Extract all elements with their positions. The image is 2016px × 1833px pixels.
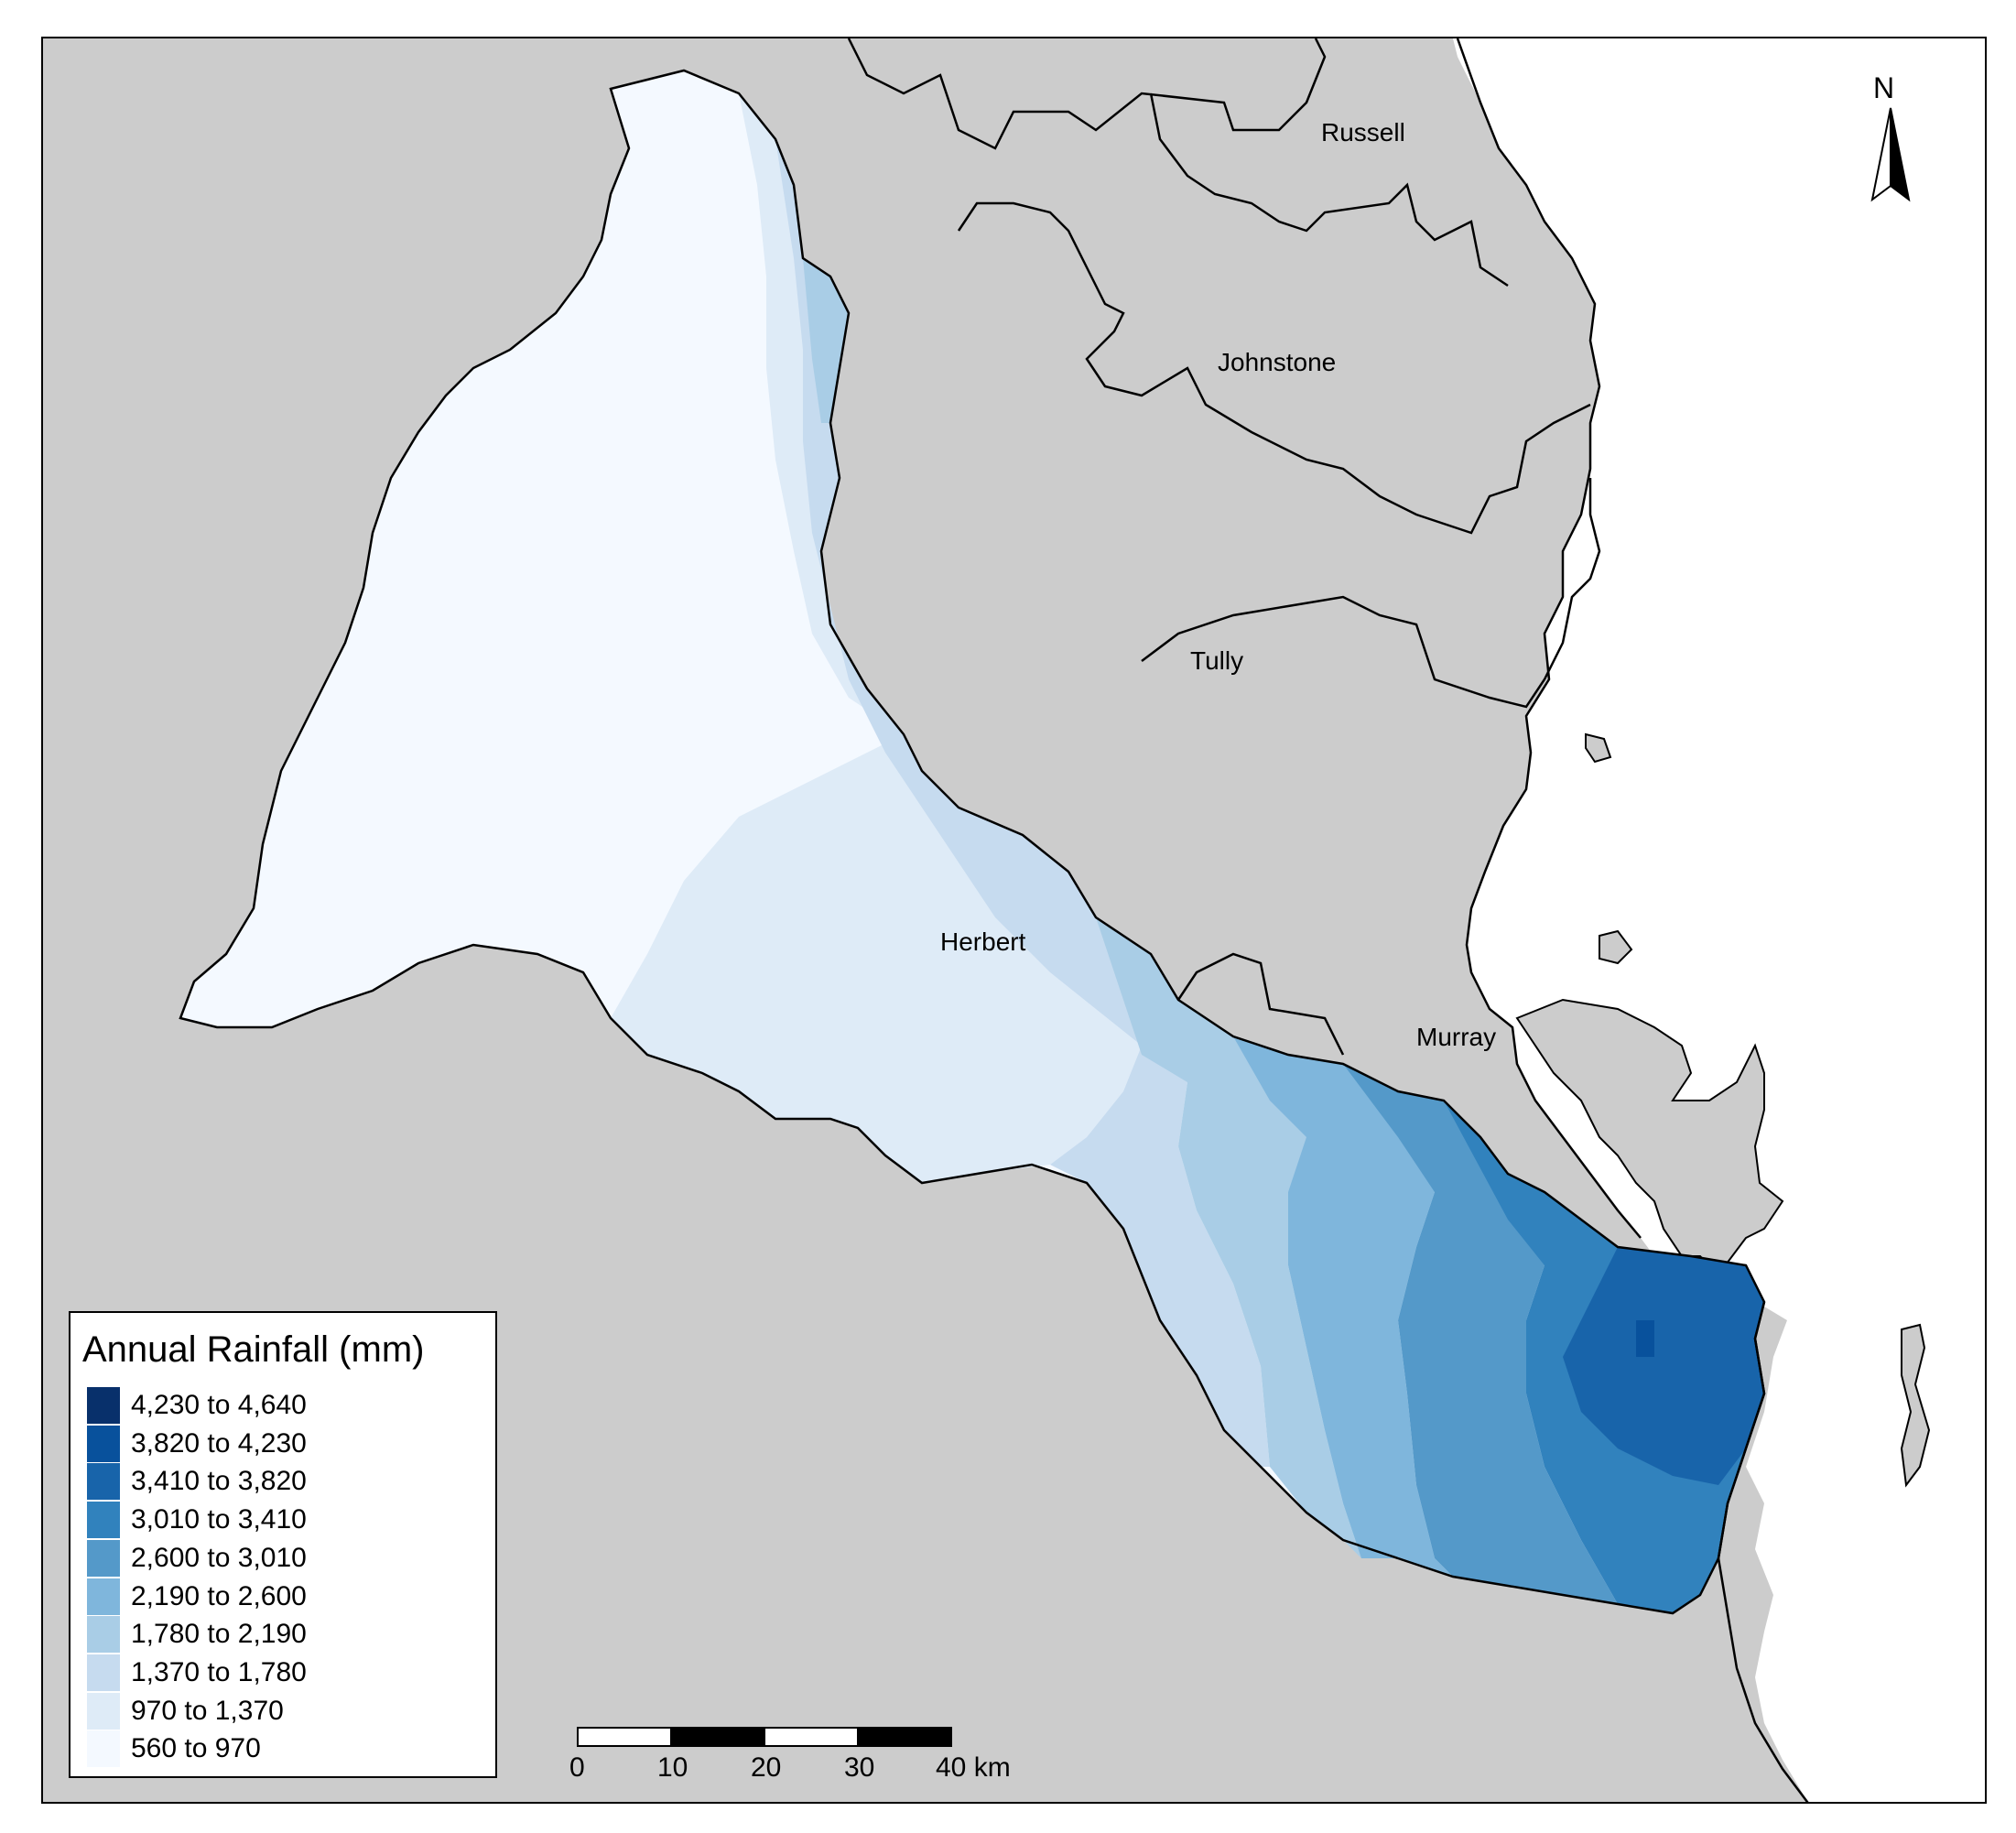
legend-row: 3,820 to 4,230 — [87, 1425, 307, 1463]
johnstone-boundary — [957, 201, 1591, 535]
legend-swatch — [87, 1692, 120, 1730]
legend-row: 3,410 to 3,820 — [87, 1462, 307, 1501]
legend-swatch — [87, 1654, 120, 1691]
legend-swatch — [87, 1502, 120, 1539]
north-arrow-label: N — [1873, 71, 1895, 104]
scale-bar: 0 10 20 30 40 km — [569, 1727, 1011, 1783]
hinchinbrook-island — [1515, 998, 1784, 1276]
herbert-zone — [1636, 1320, 1654, 1357]
herbert-zone — [775, 139, 1270, 1467]
herbert-zone — [1563, 1247, 1764, 1485]
legend-label: 3,010 to 3,410 — [131, 1504, 307, 1535]
scale-tick: 30 — [844, 1752, 875, 1783]
legend-label: 560 to 970 — [131, 1733, 261, 1764]
scale-segment — [670, 1727, 765, 1747]
legend: Annual Rainfall (mm) 4,230 to 4,640 3,820… — [69, 1311, 497, 1778]
murray-boundary — [1176, 952, 1345, 1056]
legend-label: 1,370 to 1,780 — [131, 1656, 307, 1687]
herbert-boundary — [179, 69, 1766, 1615]
legend-row: 560 to 970 — [87, 1730, 261, 1768]
tully-boundary — [1141, 478, 1601, 709]
scale-tick: 10 — [657, 1752, 688, 1783]
legend-row: 1,370 to 1,780 — [87, 1654, 307, 1692]
legend-row: 1,780 to 2,190 — [87, 1615, 307, 1654]
legend-swatch — [87, 1463, 120, 1501]
legend-label: 3,410 to 3,820 — [131, 1466, 307, 1497]
legend-label: 4,230 to 4,640 — [131, 1390, 307, 1420]
legend-swatch — [87, 1730, 120, 1768]
legend-swatch — [87, 1578, 120, 1615]
herbert-rainfall-zones — [180, 70, 1764, 1613]
scale-tick: 20 — [751, 1752, 782, 1783]
small-island — [1585, 732, 1612, 764]
legend-row: 3,010 to 3,410 — [87, 1501, 307, 1539]
legend-title: Annual Rainfall (mm) — [82, 1329, 425, 1370]
legend-label: 2,600 to 3,010 — [131, 1542, 307, 1573]
legend-swatch — [87, 1387, 120, 1424]
coastline-south — [1717, 1301, 1809, 1802]
basin-label-johnstone: Johnstone — [1218, 348, 1336, 376]
scale-tick: 0 — [569, 1752, 585, 1783]
herbert-zone — [1233, 1036, 1480, 1577]
russell-boundary — [847, 38, 1509, 287]
legend-row: 4,230 to 4,640 — [87, 1386, 307, 1425]
small-island — [1599, 929, 1633, 965]
sea-area — [1453, 38, 1985, 1802]
scale-tick: 40 km — [936, 1752, 1011, 1783]
legend-label: 1,780 to 2,190 — [131, 1619, 307, 1650]
legend-swatch — [87, 1616, 120, 1654]
legend-row: 2,190 to 2,600 — [87, 1578, 307, 1616]
map-canvas: Russell Johnstone Tully Herbert Murray — [179, 38, 1985, 1802]
small-island — [1900, 1323, 1931, 1488]
legend-row: 970 to 1,370 — [87, 1692, 284, 1730]
scale-segment — [577, 1727, 672, 1747]
legend-label: 3,820 to 4,230 — [131, 1427, 307, 1459]
legend-swatch — [87, 1539, 120, 1577]
basin-label-russell: Russell — [1321, 118, 1405, 146]
legend-label: 2,190 to 2,600 — [131, 1580, 307, 1611]
basin-boundaries — [179, 38, 1809, 1802]
basin-label-murray: Murray — [1416, 1023, 1496, 1051]
north-arrow-icon — [1870, 107, 1911, 202]
legend-row: 2,600 to 3,010 — [87, 1539, 307, 1578]
scale-segment — [764, 1727, 859, 1747]
herbert-zone — [803, 258, 1398, 1558]
basin-label-herbert: Herbert — [940, 927, 1026, 956]
coastline — [1456, 38, 1642, 1239]
scale-segment — [857, 1727, 952, 1747]
legend-swatch — [87, 1425, 120, 1462]
basin-label-tully: Tully — [1190, 646, 1243, 675]
legend-label: 970 to 1,370 — [131, 1695, 284, 1726]
